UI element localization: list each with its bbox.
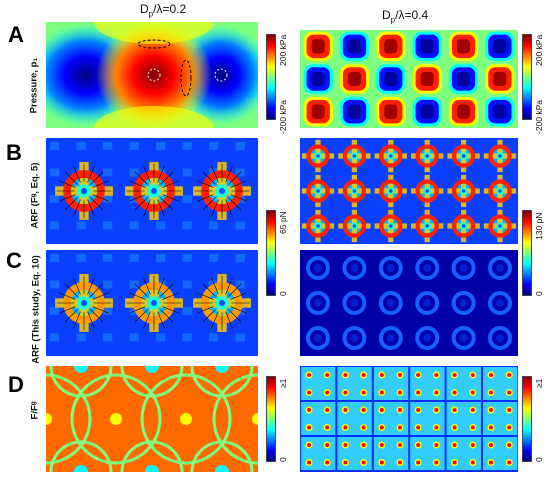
row-label-ratio: F/Fᵍ — [29, 401, 41, 420]
pressure-map-left — [46, 22, 258, 128]
colorbar-arf-right: 130 pN 0 — [522, 210, 548, 296]
colorbar-max-label: 200 kPa — [278, 34, 288, 66]
ratio-map-left — [46, 366, 258, 472]
colorbar-max-label: ≥1 — [278, 378, 288, 388]
pressure-map-right — [300, 30, 518, 128]
arf-eq5-map-left — [46, 138, 258, 244]
colorbar-gradient — [266, 34, 276, 120]
panel-letter-d: D — [8, 372, 24, 397]
colorbar-max-label: 65 pN — [278, 211, 288, 234]
arf-eq5-map-right — [300, 138, 518, 244]
colorbar-max-label: 200 kPa — [534, 34, 544, 66]
right-column-title: Dp/λ=0.4 — [382, 8, 429, 25]
row-label-pressure: Pressure, p₁ — [28, 57, 40, 114]
panel-letter-b: B — [6, 140, 22, 165]
colorbar-pressure-left: 200 kPa -200 kPa — [266, 34, 292, 134]
colorbar-min-label: -200 kPa — [534, 99, 544, 134]
row-label-arf-this-study: ARF (This study, Eq. 10) — [30, 255, 42, 364]
colorbar-ratio-left: ≥1 0 — [266, 376, 292, 462]
colorbar-gradient — [522, 376, 532, 462]
arf-this-study-map-right — [300, 250, 518, 356]
ratio-map-right — [300, 366, 518, 472]
colorbar-min-label: 0 — [278, 457, 288, 462]
colorbar-arf-left: 65 pN 0 — [266, 210, 292, 296]
colorbar-gradient — [266, 376, 276, 462]
colorbar-gradient — [522, 210, 532, 296]
arf-this-study-map-left — [46, 250, 258, 356]
colorbar-min-label: 0 — [278, 291, 288, 296]
colorbar-min-label: 0 — [534, 457, 544, 462]
colorbar-ratio-right: ≥1 0 — [522, 376, 548, 462]
colorbar-min-label: -200 kPa — [278, 99, 288, 134]
colorbar-gradient — [522, 34, 532, 120]
panel-letter-c: C — [6, 248, 22, 273]
colorbar-pressure-right: 200 kPa -200 kPa — [522, 34, 548, 134]
panel-letter-a: A — [8, 22, 24, 47]
colorbar-max-label: 130 pN — [534, 212, 544, 240]
colorbar-gradient — [266, 210, 276, 296]
colorbar-min-label: 0 — [534, 291, 544, 296]
left-column-title: Dp/λ=0.2 — [140, 2, 187, 19]
colorbar-max-label: ≥1 — [534, 378, 544, 388]
row-label-arf-eq5: ARF (Fᵍ, Eq. 5) — [29, 162, 41, 229]
